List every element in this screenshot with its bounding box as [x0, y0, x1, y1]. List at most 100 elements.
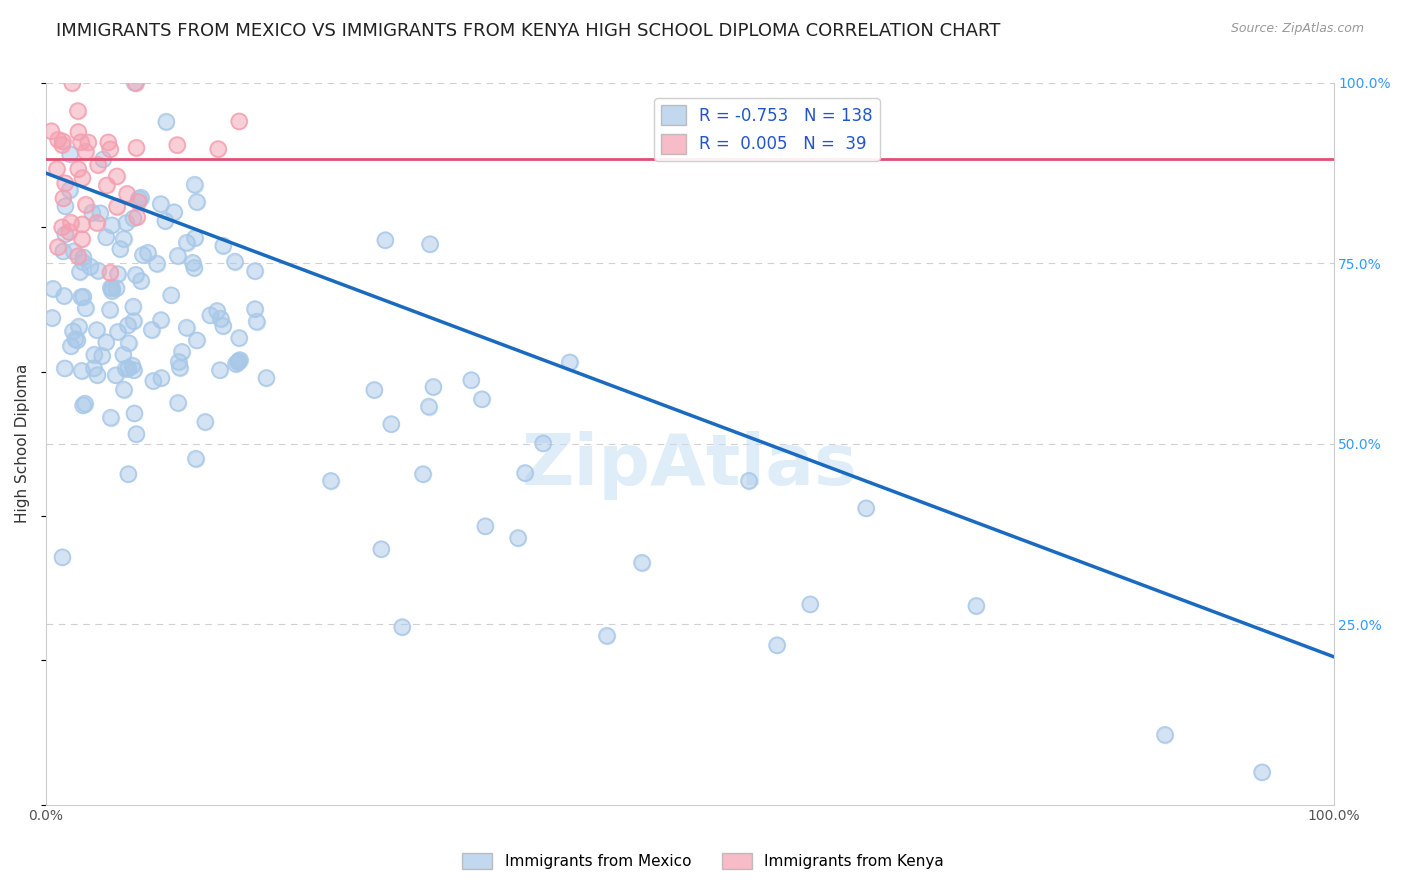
Point — [75, 197, 97, 211]
Point — [112, 232, 135, 246]
Point — [212, 238, 235, 252]
Point — [121, 359, 143, 373]
Point — [176, 320, 198, 334]
Point — [766, 638, 789, 652]
Point — [39, 124, 62, 138]
Point — [412, 467, 434, 482]
Point — [96, 178, 118, 193]
Point — [58, 183, 80, 197]
Point — [105, 281, 128, 295]
Point — [422, 380, 444, 394]
Point — [1251, 765, 1274, 780]
Point — [112, 383, 135, 397]
Point — [83, 361, 105, 376]
Point — [59, 215, 82, 229]
Point — [77, 136, 100, 150]
Point — [226, 355, 249, 369]
Point — [122, 300, 145, 314]
Point — [105, 200, 128, 214]
Point — [319, 474, 342, 488]
Point — [70, 364, 93, 378]
Point — [98, 302, 121, 317]
Point — [110, 242, 132, 256]
Point — [87, 158, 110, 172]
Point — [59, 147, 82, 161]
Point — [186, 194, 208, 209]
Point — [167, 396, 190, 410]
Point — [155, 114, 177, 128]
Point — [60, 76, 83, 90]
Point — [212, 318, 235, 333]
Point — [79, 260, 101, 274]
Point — [124, 407, 146, 421]
Point — [155, 214, 177, 228]
Point — [75, 197, 97, 211]
Point — [419, 237, 441, 252]
Point — [52, 135, 75, 149]
Point — [87, 158, 110, 172]
Point — [86, 368, 108, 383]
Point — [121, 359, 143, 373]
Point — [166, 138, 188, 153]
Point — [70, 218, 93, 232]
Point — [91, 349, 114, 363]
Point — [72, 398, 94, 412]
Point — [418, 400, 440, 414]
Point — [200, 309, 222, 323]
Point — [104, 368, 127, 383]
Point — [146, 256, 169, 270]
Point — [245, 315, 267, 329]
Point — [83, 347, 105, 361]
Point — [86, 368, 108, 383]
Point — [67, 319, 90, 334]
Point — [117, 467, 139, 482]
Point — [117, 336, 139, 351]
Point — [98, 142, 121, 156]
Point — [225, 357, 247, 371]
Point — [122, 300, 145, 314]
Point — [531, 436, 554, 450]
Point — [59, 215, 82, 229]
Point — [69, 135, 91, 149]
Point — [46, 132, 69, 146]
Point — [176, 235, 198, 250]
Point — [94, 230, 117, 244]
Legend: R = -0.753   N = 138, R =  0.005   N =  39: R = -0.753 N = 138, R = 0.005 N = 39 — [654, 98, 880, 161]
Point — [124, 407, 146, 421]
Point — [176, 320, 198, 334]
Point — [965, 599, 987, 613]
Point — [766, 638, 789, 652]
Point — [91, 153, 114, 167]
Point — [115, 186, 138, 201]
Point — [124, 76, 146, 90]
Point — [212, 238, 235, 252]
Point — [101, 281, 124, 295]
Point — [98, 302, 121, 317]
Point — [114, 361, 136, 376]
Point — [67, 125, 90, 139]
Point — [256, 371, 278, 385]
Point — [100, 219, 122, 233]
Point — [117, 361, 139, 376]
Point — [184, 231, 207, 245]
Point — [101, 284, 124, 298]
Point — [72, 289, 94, 303]
Point — [380, 417, 402, 431]
Point — [125, 427, 148, 442]
Point — [212, 318, 235, 333]
Point — [256, 371, 278, 385]
Point — [53, 227, 76, 242]
Point — [115, 186, 138, 201]
Point — [67, 125, 90, 139]
Point — [224, 254, 246, 268]
Point — [55, 199, 77, 213]
Point — [97, 136, 120, 150]
Point — [474, 519, 496, 533]
Point — [72, 255, 94, 269]
Point — [132, 248, 155, 262]
Point — [112, 232, 135, 246]
Point — [89, 206, 111, 220]
Point — [127, 194, 149, 209]
Point — [52, 244, 75, 259]
Point — [53, 289, 76, 303]
